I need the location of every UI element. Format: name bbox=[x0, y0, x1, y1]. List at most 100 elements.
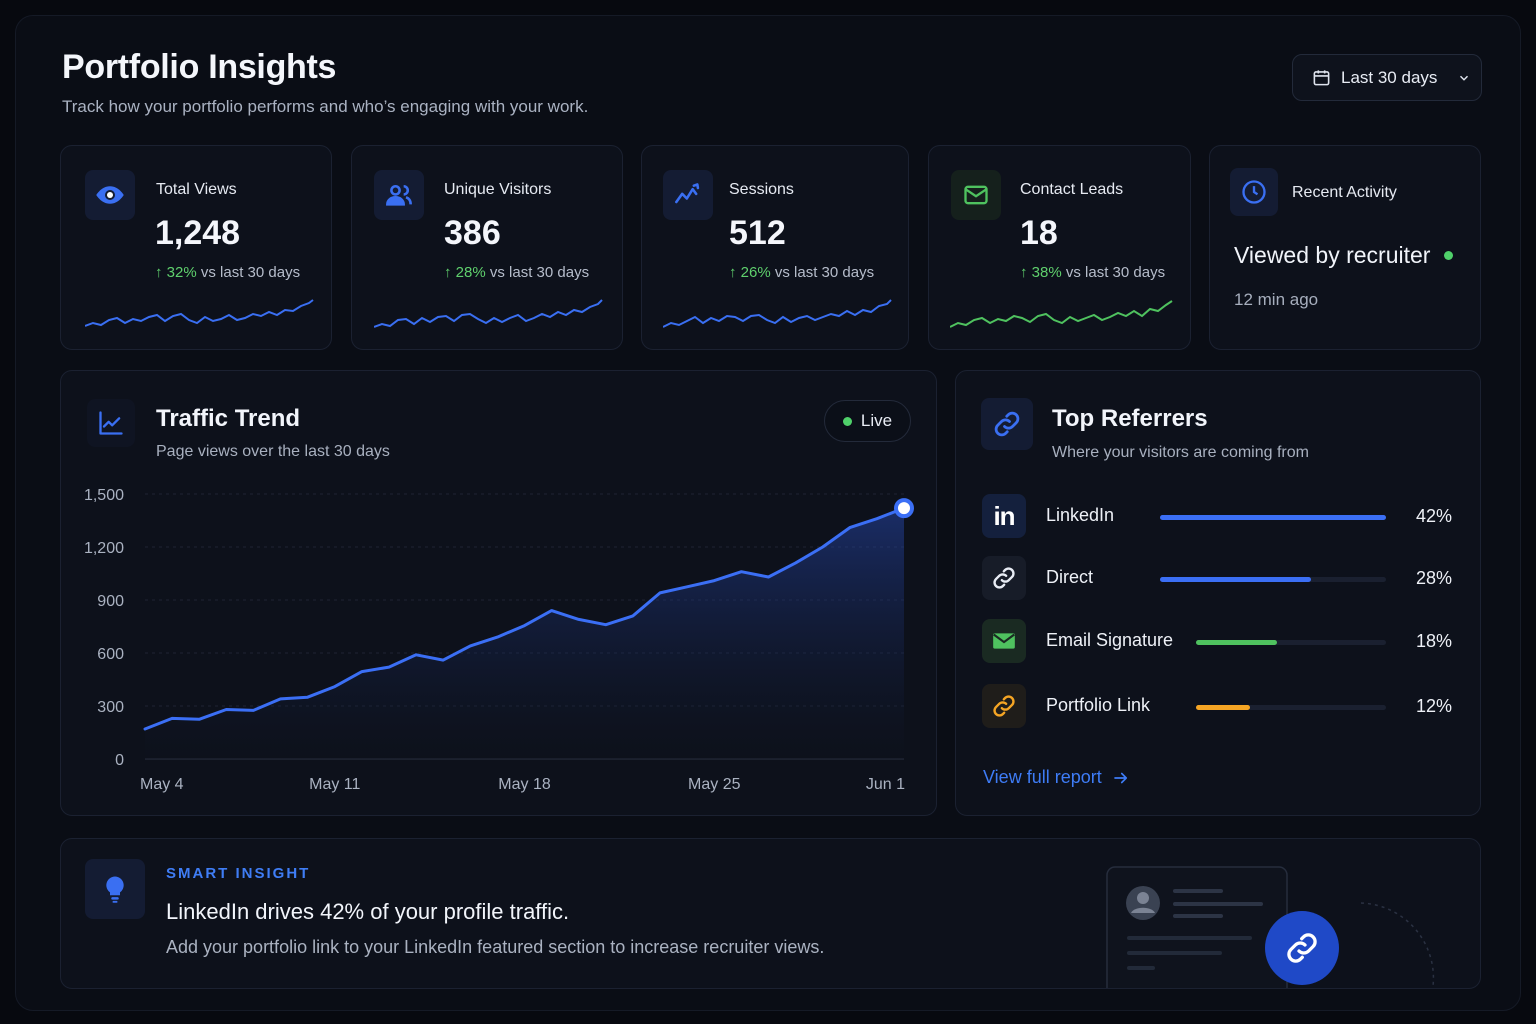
referrer-bar-fill bbox=[1160, 577, 1311, 582]
recent-activity-text: Viewed by recruiter bbox=[1234, 242, 1431, 268]
insight-title: LinkedIn drives 42% of your profile traf… bbox=[166, 899, 570, 924]
link-icon bbox=[981, 398, 1033, 450]
sparkline-sessions bbox=[663, 299, 892, 328]
arrow-right-icon bbox=[1113, 772, 1127, 783]
stat-card-contact-leads[interactable]: Contact Leads 18 ↑ 38% vs last 30 days bbox=[928, 145, 1191, 350]
users-icon bbox=[374, 170, 424, 220]
insight-eyebrow: SMART INSIGHT bbox=[166, 865, 311, 882]
view-full-report-label: View full report bbox=[983, 767, 1102, 787]
referrer-row-portfolio-link[interactable]: Portfolio Link 12% bbox=[982, 684, 1452, 730]
y-tick-label: 1,500 bbox=[84, 487, 124, 504]
top-referrers-subtitle: Where your visitors are coming from bbox=[1052, 444, 1309, 461]
x-tick-label: Jun 1 bbox=[866, 776, 905, 793]
referrer-bar-fill bbox=[1196, 640, 1278, 645]
arrow-up-icon: ↑ bbox=[444, 264, 452, 281]
stat-delta-text: vs last 30 days bbox=[200, 264, 301, 281]
x-tick-label: May 4 bbox=[140, 776, 184, 793]
trend-line bbox=[143, 506, 906, 731]
recent-activity-label: Recent Activity bbox=[1292, 184, 1397, 201]
y-tick-label: 0 bbox=[115, 752, 124, 769]
stat-label: Total Views bbox=[156, 181, 237, 198]
stat-delta-pct: 38% bbox=[1031, 264, 1062, 281]
referrer-row-email-signature[interactable]: Email Signature 18% bbox=[982, 619, 1452, 665]
eye-icon bbox=[85, 170, 135, 220]
top-referrers-title: Top Referrers bbox=[1052, 405, 1208, 432]
stat-delta-text: vs last 30 days bbox=[489, 264, 590, 281]
link-icon bbox=[982, 556, 1026, 600]
stat-delta: ↑ 28% vs last 30 days bbox=[444, 264, 589, 281]
date-range-label: Last 30 days bbox=[1341, 67, 1438, 87]
arrow-up-icon: ↑ bbox=[1020, 264, 1028, 281]
insight-body: Add your portfolio link to your LinkedIn… bbox=[166, 937, 825, 957]
referrer-name: Direct bbox=[1046, 567, 1094, 587]
calendar-icon bbox=[1313, 70, 1330, 86]
sparkline-total-views bbox=[85, 299, 314, 327]
chevron-down-icon bbox=[1460, 75, 1469, 81]
clock-icon bbox=[1230, 168, 1278, 216]
arrow-up-icon: ↑ bbox=[155, 264, 163, 281]
stat-delta-pct: 26% bbox=[740, 264, 771, 281]
sparkline-unique-visitors bbox=[374, 299, 603, 328]
sparkline-contact-leads bbox=[950, 300, 1173, 328]
traffic-trend-title: Traffic Trend bbox=[156, 405, 301, 432]
referrer-bar bbox=[1196, 705, 1386, 710]
top-referrers-panel: Top Referrers Where your visitors are co… bbox=[955, 370, 1481, 816]
recent-activity-value: Viewed by recruiter bbox=[1234, 242, 1454, 269]
referrer-row-direct[interactable]: Direct 28% bbox=[982, 556, 1452, 602]
stat-delta-pct: 28% bbox=[455, 264, 486, 281]
traffic-trend-panel: Traffic Trend Page views over the last 3… bbox=[60, 370, 937, 816]
stat-value: 512 bbox=[729, 214, 786, 252]
last-point-marker bbox=[894, 498, 914, 519]
view-full-report-link[interactable]: View full report bbox=[983, 767, 1130, 788]
referrer-bar-fill bbox=[1160, 515, 1386, 520]
smart-insight-panel: SMART INSIGHT LinkedIn drives 42% of you… bbox=[60, 838, 1481, 989]
stat-value: 386 bbox=[444, 214, 501, 252]
lightbulb-icon bbox=[85, 859, 145, 919]
status-dot bbox=[1444, 251, 1454, 260]
date-range-dropdown[interactable]: Last 30 days bbox=[1292, 54, 1482, 101]
traffic-trend-subtitle: Page views over the last 30 days bbox=[156, 443, 390, 460]
trend-area bbox=[145, 508, 904, 759]
stat-delta-pct: 32% bbox=[166, 264, 197, 281]
recent-activity-time: 12 min ago bbox=[1234, 290, 1319, 309]
stat-card-unique-visitors[interactable]: Unique Visitors 386 ↑ 28% vs last 30 day… bbox=[351, 145, 623, 350]
referrer-bar-fill bbox=[1196, 705, 1251, 710]
stat-delta-text: vs last 30 days bbox=[1065, 264, 1166, 281]
live-badge[interactable]: Live bbox=[824, 400, 911, 442]
stat-value: 18 bbox=[1020, 214, 1058, 252]
y-tick-label: 1,200 bbox=[84, 540, 124, 557]
link-icon bbox=[982, 684, 1026, 728]
live-dot bbox=[842, 416, 852, 426]
referrer-pct: 12% bbox=[1415, 696, 1452, 716]
x-tick-label: May 25 bbox=[688, 776, 741, 793]
referrer-bar bbox=[1196, 640, 1386, 645]
stat-delta: ↑ 26% vs last 30 days bbox=[729, 264, 874, 281]
referrer-row-linkedin[interactable]: in LinkedIn 42% bbox=[982, 494, 1452, 540]
line-chart-icon bbox=[87, 399, 135, 447]
referrer-bar bbox=[1160, 577, 1386, 582]
y-tick-label: 600 bbox=[97, 646, 124, 663]
stat-card-total-views[interactable]: Total Views 1,248 ↑ 32% vs last 30 days bbox=[60, 145, 332, 350]
y-tick-label: 300 bbox=[97, 699, 124, 716]
stat-label: Unique Visitors bbox=[444, 181, 552, 198]
mail-icon bbox=[982, 619, 1026, 663]
y-tick-label: 900 bbox=[97, 593, 124, 610]
activity-icon bbox=[663, 170, 713, 220]
traffic-trend-chart: 0 300 600 900 1,200 1,500 May 4 May 11 May 18 May… bbox=[84, 487, 914, 793]
x-tick-label: May 11 bbox=[309, 776, 360, 793]
arrow-up-icon: ↑ bbox=[729, 264, 737, 281]
referrer-name: Portfolio Link bbox=[1046, 695, 1151, 715]
page-subtitle: Track how your portfolio performs and wh… bbox=[62, 97, 589, 116]
referrer-name: LinkedIn bbox=[1046, 505, 1115, 525]
page-title: Portfolio Insights bbox=[62, 48, 337, 86]
stat-value: 1,248 bbox=[155, 214, 241, 252]
x-tick-label: May 18 bbox=[498, 776, 551, 793]
referrer-pct: 18% bbox=[1415, 631, 1452, 651]
profile-card-illustration bbox=[1106, 866, 1435, 988]
referrer-pct: 42% bbox=[1415, 506, 1452, 526]
recent-activity-card[interactable]: Recent Activity Viewed by recruiter 12 m… bbox=[1209, 145, 1481, 350]
live-label: Live bbox=[860, 411, 893, 430]
stat-card-sessions[interactable]: Sessions 512 ↑ 26% vs last 30 days bbox=[641, 145, 909, 350]
linkedin-icon: in bbox=[982, 494, 1026, 538]
referrer-pct: 28% bbox=[1415, 568, 1452, 588]
